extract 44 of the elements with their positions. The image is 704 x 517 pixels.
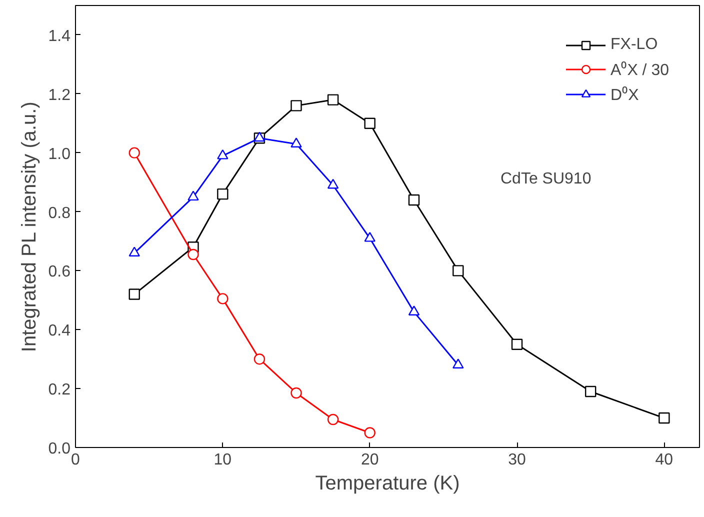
point (408, 194, 420, 206)
point (217, 149, 228, 160)
point (217, 188, 228, 200)
y-tick-label: 0.8 (48, 204, 71, 222)
point (217, 293, 228, 304)
point (188, 248, 199, 260)
point (128, 246, 140, 257)
legend-label: D⁰X (610, 85, 639, 105)
point (364, 427, 376, 438)
y-tick-label: 0.2 (48, 382, 71, 399)
x-tick-label: 20 (360, 452, 379, 468)
y-tick-label: 0.4 (48, 322, 71, 340)
y-tick-label: 1.2 (48, 86, 71, 104)
point (290, 100, 302, 112)
y-tick-label: 0.6 (48, 264, 71, 281)
x-tick-label: 30 (508, 452, 526, 468)
point (658, 412, 670, 424)
x-tick-label: 0 (71, 452, 80, 468)
legend-label: A⁰X / 30 (610, 60, 669, 80)
x-tick-label: 40 (655, 452, 674, 468)
y-axis-title: Integrated PL intensity (a.u.) (18, 102, 40, 352)
x-axis-title: Temperature (K) (315, 472, 460, 494)
point (188, 190, 199, 201)
point (584, 386, 596, 398)
y-tick-label: 1.0 (48, 146, 71, 163)
point (364, 118, 376, 129)
y-tick-label: 0.0 (48, 440, 71, 458)
point (408, 306, 420, 316)
x-tick-label: 10 (214, 452, 232, 468)
point (128, 147, 140, 158)
point (327, 94, 339, 106)
point (364, 232, 376, 242)
point (327, 178, 339, 189)
point (254, 354, 266, 365)
y-tick-label: 1.4 (48, 28, 71, 45)
point (452, 265, 464, 276)
point (452, 358, 464, 368)
annotation: CdTe SU910 (500, 170, 592, 188)
point (290, 138, 302, 148)
point (327, 414, 339, 426)
legend-label: FX-LO (610, 36, 658, 54)
point (290, 387, 302, 399)
point (511, 338, 523, 350)
point (128, 288, 140, 300)
